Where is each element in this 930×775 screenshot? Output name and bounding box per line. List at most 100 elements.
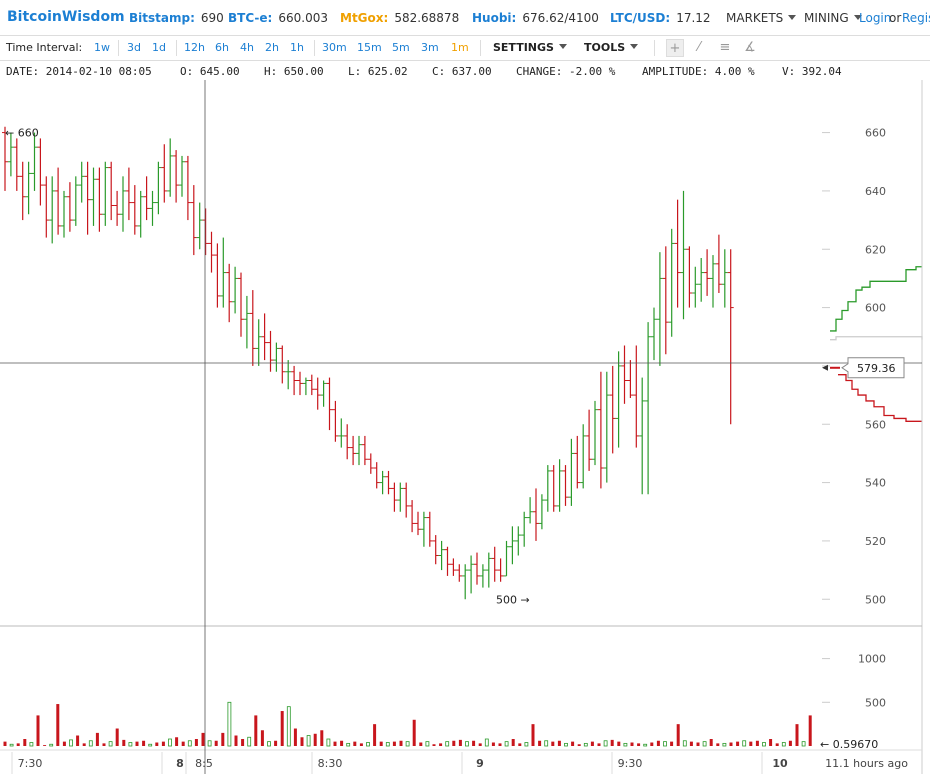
ohlc-bar xyxy=(338,418,345,448)
ohlc-bar xyxy=(149,190,156,226)
volume-bar xyxy=(320,730,324,746)
info-date: DATE: 2014-02-10 08:05 xyxy=(6,65,152,78)
chart-toolbar: Time Interval: 1w 3d 1d 12h 6h 4h 2h 1h … xyxy=(0,36,930,61)
interval-12h[interactable]: 12h xyxy=(184,41,205,54)
volume-bar xyxy=(670,741,674,746)
price-tick-label: 540 xyxy=(865,477,886,490)
interval-3d[interactable]: 3d xyxy=(127,41,141,54)
volume-bar xyxy=(689,741,693,746)
crosshair-tool-icon[interactable]: + xyxy=(666,39,684,57)
volume-bar xyxy=(187,740,192,747)
price-tick-label: 520 xyxy=(865,535,886,548)
volume-bar xyxy=(221,732,225,746)
volume-bar xyxy=(524,742,529,747)
volume-bar xyxy=(808,715,812,746)
high-marker-label: ← 660 xyxy=(5,127,39,140)
current-price-tag xyxy=(841,357,905,379)
interval-30m[interactable]: 30m xyxy=(322,41,347,54)
ohlc-bar xyxy=(167,138,174,197)
site-logo[interactable]: BitcoinWisdom xyxy=(7,9,125,25)
ticker-btce[interactable]: BTC-e: 660.003 xyxy=(228,11,328,25)
ohlc-bar xyxy=(479,564,486,588)
ticker-bitstamp[interactable]: Bitstamp: 690 xyxy=(129,11,224,25)
ohlc-bar xyxy=(621,345,628,404)
time-axis-label: 8 xyxy=(176,757,184,770)
volume-bar xyxy=(260,730,264,746)
time-axis-label: 10 xyxy=(772,757,788,770)
volume-bar xyxy=(359,743,363,746)
volume-bar xyxy=(472,740,476,746)
volume-bar xyxy=(663,741,667,747)
mining-menu[interactable]: MINING xyxy=(804,11,862,25)
ohlc-bar xyxy=(25,161,32,215)
chevron-down-icon xyxy=(788,15,797,20)
interval-5m[interactable]: 5m xyxy=(392,41,410,54)
volume-bar xyxy=(254,715,258,746)
interval-1h[interactable]: 1h xyxy=(290,41,304,54)
ohlc-bar xyxy=(639,377,646,495)
volume-bar xyxy=(128,742,133,747)
ohlc-bar xyxy=(515,526,522,556)
price-chart[interactable]: 66064062060058056054052050010005007:3088… xyxy=(0,80,930,775)
ohlc-bar xyxy=(391,482,398,512)
ohlc-bar xyxy=(462,564,469,600)
volume-bar xyxy=(749,741,753,746)
ohlc-bar xyxy=(710,255,716,308)
interval-1m[interactable]: 1m xyxy=(451,41,469,54)
ohlc-bar xyxy=(137,190,144,238)
volume-bar xyxy=(142,740,146,746)
volume-bar xyxy=(775,743,779,746)
register-link[interactable]: Regis xyxy=(902,11,930,25)
ticker-mtgox[interactable]: MtGox: 582.68878 xyxy=(340,11,460,25)
ohlc-bar xyxy=(243,295,250,349)
line-tool-icon[interactable]: ⁄ xyxy=(697,40,701,55)
volume-bar xyxy=(709,739,713,746)
ohlc-bar xyxy=(267,330,274,372)
ohlc-bar xyxy=(503,540,510,577)
login-link[interactable]: Login xyxy=(859,11,892,25)
interval-2h[interactable]: 2h xyxy=(265,41,279,54)
interval-1d[interactable]: 1d xyxy=(152,41,166,54)
ohlc-bar xyxy=(562,465,569,506)
interval-4h[interactable]: 4h xyxy=(240,41,254,54)
volume-bar xyxy=(564,742,568,747)
horizontal-lines-tool-icon[interactable]: ≡ xyxy=(719,40,731,55)
ohlc-info-line: DATE: 2014-02-10 08:05 O: 645.00 H: 650.… xyxy=(0,62,930,80)
interval-1w[interactable]: 1w xyxy=(94,41,110,54)
volume-bar xyxy=(788,740,792,746)
interval-15m[interactable]: 15m xyxy=(357,41,382,54)
ohlc-bar xyxy=(214,243,221,308)
ohlc-bar xyxy=(255,319,262,366)
interval-6h[interactable]: 6h xyxy=(215,41,229,54)
ohlc-bar xyxy=(373,462,380,489)
volume-bar xyxy=(432,744,436,746)
ticker-huobi[interactable]: Huobi: 676.62/4100 xyxy=(472,11,599,25)
settings-menu[interactable]: SETTINGS xyxy=(493,41,567,54)
ohlc-bar xyxy=(332,400,339,442)
volume-bar xyxy=(313,733,317,746)
ticker-ltcusd[interactable]: LTC/USD: 17.12 xyxy=(610,11,711,25)
time-axis-label: 9:30 xyxy=(618,757,643,770)
ohlc-bar xyxy=(302,377,309,396)
volume-bar xyxy=(161,741,165,746)
updated-ago-label: 11.1 hours ago xyxy=(825,757,908,770)
volume-bar xyxy=(56,704,60,746)
volume-bar xyxy=(234,735,238,746)
ohlc-bar xyxy=(320,380,327,407)
interval-3m[interactable]: 3m xyxy=(421,41,439,54)
ohlc-bar xyxy=(615,351,622,448)
ohlc-bar xyxy=(533,488,539,541)
tools-menu[interactable]: TOOLS xyxy=(584,41,639,54)
volume-bar xyxy=(385,742,390,747)
volume-bar xyxy=(293,728,297,746)
ohlc-bar xyxy=(609,365,616,454)
divider xyxy=(480,40,481,56)
volume-bar xyxy=(603,740,608,747)
volume-bars xyxy=(3,701,812,747)
volume-bar xyxy=(491,742,495,746)
volume-bar xyxy=(518,743,522,746)
fibonacci-tool-icon[interactable]: ∡ xyxy=(744,40,756,55)
markets-menu[interactable]: MARKETS xyxy=(726,11,797,25)
chart-annotations: ← 660 500 → 579.36 ← 0.59670 xyxy=(0,80,922,774)
volume-bar xyxy=(557,740,561,746)
